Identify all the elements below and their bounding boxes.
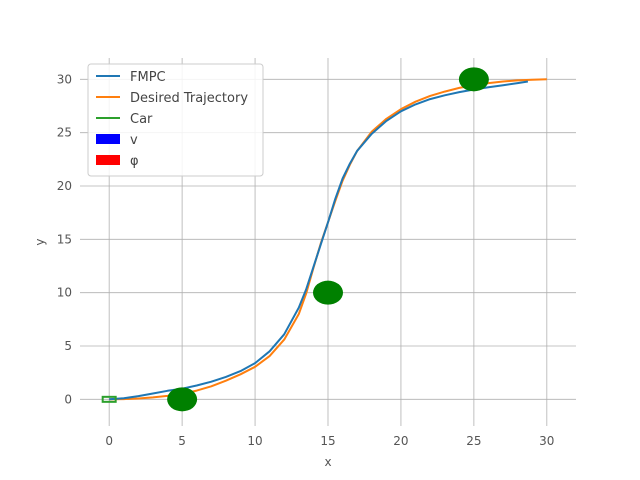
y-tick-label: 0 xyxy=(64,392,72,406)
legend-label-fmpc: FMPC xyxy=(130,70,166,85)
car-rectangle xyxy=(101,395,117,403)
x-tick-label: 30 xyxy=(539,434,554,448)
waypoint-marker xyxy=(313,280,343,305)
x-tick-label: 20 xyxy=(393,434,408,448)
y-tick-label: 25 xyxy=(57,126,72,140)
legend-label-car: Car xyxy=(130,112,153,127)
x-tick-label: 0 xyxy=(105,434,113,448)
legend-label-v: v xyxy=(130,133,138,148)
legend-swatch-v xyxy=(96,134,120,144)
legend-label-desired-trajectory: Desired Trajectory xyxy=(130,91,248,106)
x-tick-label: 5 xyxy=(178,434,186,448)
legend: FMPC Desired Trajectory Car vφ xyxy=(87,63,264,177)
y-tick-label: 20 xyxy=(57,179,72,193)
grid-lines xyxy=(80,58,576,426)
x-axis-label: x xyxy=(324,455,331,469)
legend-box xyxy=(87,63,264,177)
x-tick-label: 25 xyxy=(466,434,481,448)
car-marker xyxy=(101,395,117,403)
x-tick-label: 15 xyxy=(320,434,335,448)
y-tick-label: 30 xyxy=(57,72,72,86)
y-axis-label: y xyxy=(33,238,47,245)
tick-labels: 0 5 10 15 20 25 30 0 5 10 15 20 25 30 xyxy=(57,72,555,448)
y-tick-label: 5 xyxy=(64,339,72,353)
y-tick-label: 15 xyxy=(57,232,72,246)
y-tick-label: 10 xyxy=(57,286,72,300)
waypoint-markers xyxy=(167,67,489,412)
waypoint-marker xyxy=(458,67,489,92)
series-line-fmpc xyxy=(109,80,529,401)
waypoint-marker xyxy=(167,387,198,412)
legend-swatch-- xyxy=(96,155,120,165)
x-tick-label: 10 xyxy=(247,434,262,448)
legend-label--: φ xyxy=(130,154,139,169)
